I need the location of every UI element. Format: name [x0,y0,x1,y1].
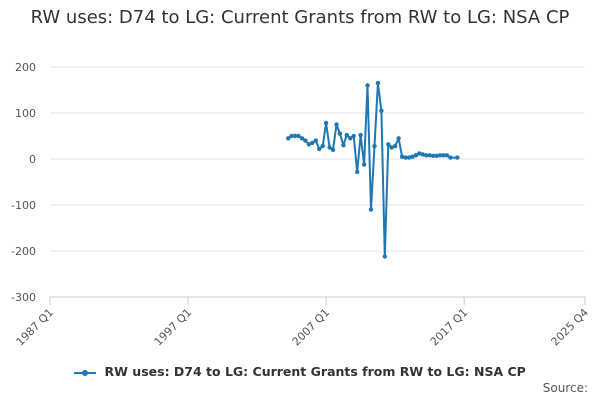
legend-swatch [74,368,97,378]
data-point [289,133,294,139]
source-label: Source: [542,381,588,395]
data-point [361,162,367,167]
x-tick-label: 1987 Q1 [14,306,57,349]
data-point [306,142,312,147]
data-point [427,153,432,158]
legend[interactable]: RW uses: D74 to LG: Current Grants from … [0,364,600,379]
data-point [382,254,387,259]
series-line [287,82,458,258]
data-point [403,155,408,160]
data-point [386,142,391,147]
data-point [358,132,363,138]
data-point [323,120,329,126]
gridlines [50,66,585,298]
y-tick-label: -100 [11,199,36,212]
data-point [448,155,453,160]
data-point [413,153,419,158]
data-point [348,136,353,141]
data-point [351,133,356,139]
x-tick-label: 2017 Q1 [428,306,471,349]
data-point [355,169,360,175]
data-point [430,153,436,158]
data-point [444,153,450,158]
data-point [368,207,374,212]
data-point [299,136,305,141]
data-point [296,133,301,139]
data-point [389,145,394,150]
data-point [406,155,412,160]
data-point [286,136,291,141]
data-point [292,133,298,139]
x-tick-label: 2025 Q4 [549,306,592,349]
data-point [399,154,405,159]
series-layer [286,80,460,259]
data-point [455,155,460,160]
data-point [313,138,318,143]
y-tick-label: -200 [11,245,36,258]
legend-label: RW uses: D74 to LG: Current Grants from … [104,364,526,379]
data-point [365,83,370,88]
data-point [393,143,398,149]
data-point [379,108,384,113]
data-point [334,122,339,127]
y-tick-label: 200 [15,61,36,74]
data-point [375,80,381,86]
x-tick-label: 2007 Q1 [290,306,333,349]
data-point [344,132,349,138]
data-point [437,153,443,158]
data-point [337,131,343,136]
data-point [420,152,425,157]
data-point [396,136,401,141]
y-tick-label: 0 [29,153,36,166]
data-point [317,146,322,152]
data-point [303,138,308,143]
x-tick-label: 1997 Q1 [152,306,195,349]
data-point [424,153,429,158]
y-tick-label: 100 [15,107,36,120]
data-point [320,143,325,149]
data-point [434,153,439,158]
data-point [327,145,332,150]
chart-title: RW uses: D74 to LG: Current Grants from … [30,7,570,28]
data-point [417,151,422,156]
data-point [341,143,346,148]
data-point [441,153,446,158]
data-point [330,147,336,152]
data-point [410,154,415,159]
y-tick-label: -300 [11,291,36,304]
data-point [310,140,315,146]
data-point [372,143,377,149]
